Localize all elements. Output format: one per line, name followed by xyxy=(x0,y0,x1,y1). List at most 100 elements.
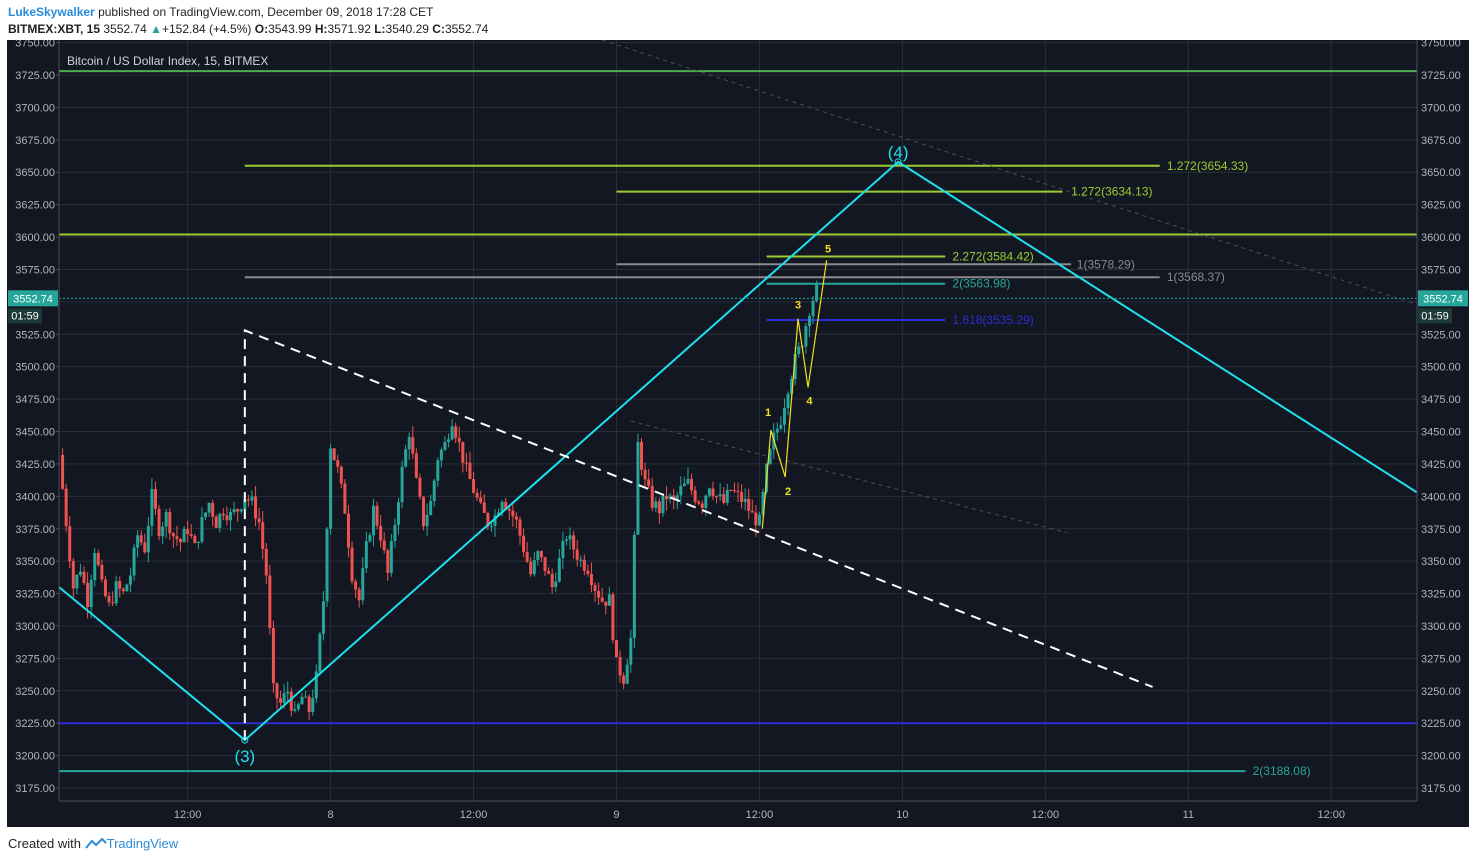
wave-label: 4 xyxy=(806,395,813,407)
candle-body xyxy=(397,502,400,525)
y-tick-left: 3350.00 xyxy=(15,556,55,568)
elliott-wave-line xyxy=(58,160,1418,742)
candle-body xyxy=(761,491,765,515)
author-link[interactable]: LukeSkywalker xyxy=(8,5,95,19)
candle-body xyxy=(661,495,665,514)
candle-body xyxy=(636,441,640,535)
tradingview-link[interactable]: TradingView xyxy=(106,836,179,851)
candle-body xyxy=(657,501,661,514)
candle-body xyxy=(171,533,175,537)
candle-body xyxy=(189,534,193,536)
candle-body xyxy=(214,516,218,528)
candle-body xyxy=(82,571,86,583)
candle-body xyxy=(432,480,436,502)
wave-label: (4) xyxy=(888,143,909,162)
candle-body xyxy=(682,483,686,486)
y-tick-left: 3525.00 xyxy=(15,329,55,341)
candle-body xyxy=(289,691,293,711)
right-axis-bg xyxy=(1417,40,1469,827)
x-tick-label: 12:00 xyxy=(1032,809,1060,821)
candle-body xyxy=(268,575,272,628)
candle-body xyxy=(457,437,461,442)
candle-body xyxy=(489,525,493,527)
level-label: 1.618(3535.29) xyxy=(952,313,1033,327)
chart-background xyxy=(7,40,1469,827)
candle-body xyxy=(182,529,186,543)
y-tick-left: 3725.00 xyxy=(15,70,55,82)
candle-body xyxy=(96,553,100,565)
candle-body xyxy=(575,549,579,560)
candle-body xyxy=(275,683,279,699)
candle-body xyxy=(389,541,393,573)
candle-body xyxy=(561,540,565,559)
candle-body xyxy=(600,597,604,602)
low-value: 3540.29 xyxy=(385,22,429,36)
candle-body xyxy=(475,492,479,498)
candle-body xyxy=(86,582,90,608)
level-label: 1.272(3654.33) xyxy=(1167,159,1248,173)
candle-body xyxy=(89,580,93,608)
candle-body xyxy=(804,326,808,347)
candle-body xyxy=(672,495,676,500)
candle-body xyxy=(71,561,75,589)
y-tick-right: 3400.00 xyxy=(1421,491,1461,503)
wave-label: 1 xyxy=(765,407,771,419)
candle-body xyxy=(743,498,747,502)
candle-body xyxy=(346,513,350,548)
candle-body xyxy=(386,550,390,573)
candle-body xyxy=(779,424,783,429)
x-tick-label: 10 xyxy=(896,809,908,821)
created-with-text: Created with xyxy=(8,836,81,851)
candle-body xyxy=(207,503,211,513)
y-tick-right: 3600.00 xyxy=(1421,232,1461,244)
candle-body xyxy=(343,483,347,514)
wave-label: 3 xyxy=(795,299,801,311)
candle-body xyxy=(236,509,240,512)
candle-body xyxy=(622,675,626,684)
candle-body xyxy=(314,671,318,699)
candle-body xyxy=(611,594,615,640)
candle-body xyxy=(450,426,454,440)
price-chart[interactable]: 1.272(3654.33) 1.272(3634.13) 2.272(3584.4… xyxy=(7,40,1469,827)
candle-body xyxy=(454,426,458,438)
candle-body xyxy=(811,300,815,317)
candle-body xyxy=(400,466,404,503)
candle-body xyxy=(579,559,583,561)
level-label: 2.272(3584.42) xyxy=(952,250,1033,264)
y-tick-right: 3275.00 xyxy=(1421,653,1461,665)
candle-body xyxy=(368,535,372,542)
candle-body xyxy=(425,514,429,527)
candle-body xyxy=(221,513,225,516)
close-label: C: xyxy=(432,22,445,36)
candle-body xyxy=(232,509,236,513)
candle-body xyxy=(168,512,172,534)
candle-body xyxy=(536,551,540,561)
candle-body xyxy=(700,503,704,508)
y-tick-right: 3650.00 xyxy=(1421,167,1461,179)
high-label: H: xyxy=(314,22,328,36)
x-tick-label: 12:00 xyxy=(460,809,488,821)
wave-peak-marker xyxy=(894,158,902,166)
y-tick-left: 3325.00 xyxy=(15,589,55,601)
time-axis-bg xyxy=(59,801,1417,827)
y-tick-left: 3575.00 xyxy=(15,264,55,276)
y-tick-left: 3675.00 xyxy=(15,135,55,147)
publish-info: LukeSkywalker published on TradingView.c… xyxy=(8,5,433,19)
level-label: 1.272(3634.13) xyxy=(1071,185,1152,199)
candle-body xyxy=(482,502,486,513)
candle-body xyxy=(693,490,697,502)
candle-body xyxy=(529,561,533,575)
candle-body xyxy=(143,542,147,553)
candle-body xyxy=(436,460,440,481)
candle-body xyxy=(522,535,526,553)
candle-body xyxy=(68,526,72,562)
candle-body xyxy=(722,494,726,503)
candle-body xyxy=(354,581,358,590)
last-price-badge xyxy=(8,290,58,307)
x-tick-label: 11 xyxy=(1183,809,1194,821)
y-tick-right: 3525.00 xyxy=(1421,329,1461,341)
candle-body xyxy=(339,466,343,484)
candle-body xyxy=(625,664,629,684)
candle-body xyxy=(525,552,529,562)
price-change: +152.84 (+4.5%) xyxy=(161,22,252,36)
